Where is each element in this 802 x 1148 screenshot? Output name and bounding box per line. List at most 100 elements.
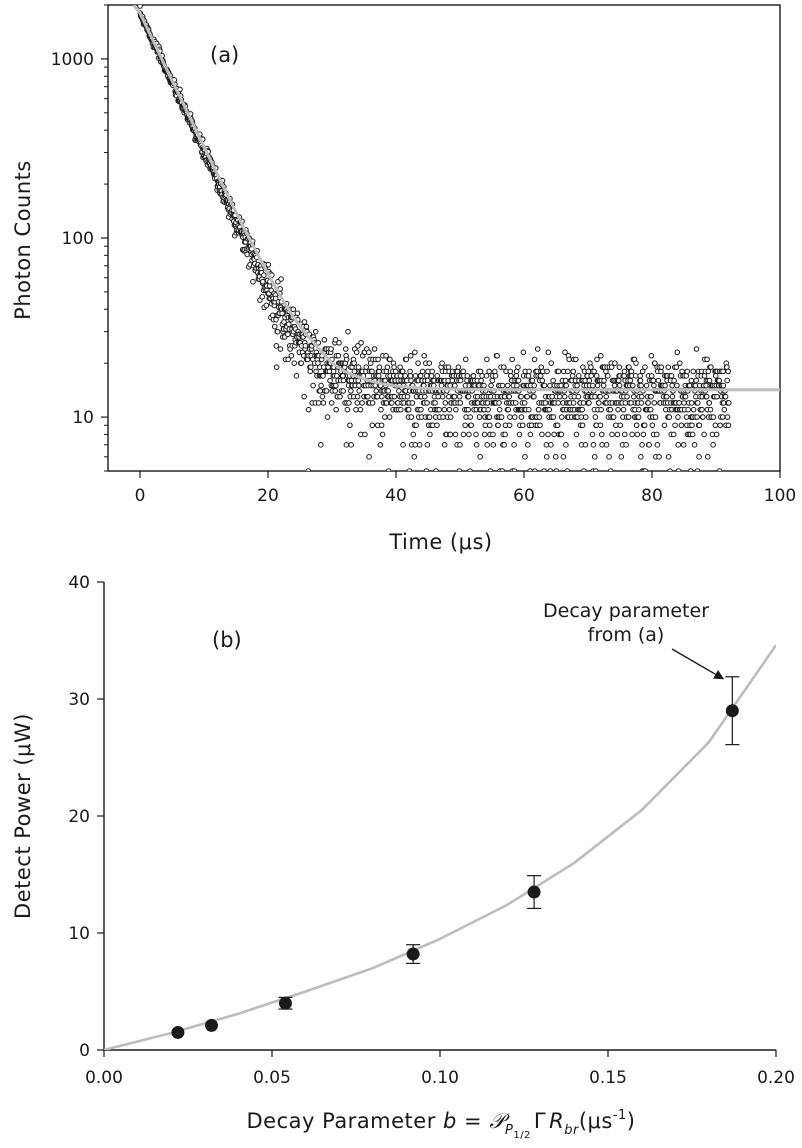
- a-data-point: [263, 302, 270, 309]
- a-data-point: [551, 431, 557, 438]
- a-data-point: [301, 393, 307, 400]
- a-data-point: [460, 431, 467, 438]
- a-data-point: [452, 382, 458, 389]
- a-data-point: [484, 356, 490, 363]
- a-data-point: [321, 337, 328, 343]
- a-data-point: [671, 377, 677, 384]
- a-data-point: [596, 400, 602, 406]
- a-data-point: [391, 393, 398, 400]
- a-data-point: [543, 442, 550, 448]
- a-data-point: [518, 414, 525, 420]
- a-data-point: [439, 360, 445, 366]
- a-data-point: [435, 393, 442, 400]
- a-data-point: [601, 377, 607, 384]
- a-data-point: [382, 414, 388, 420]
- a-data-point: [385, 468, 392, 471]
- a-data-point: [406, 406, 412, 413]
- a-data-point: [366, 349, 372, 356]
- a-data-point: [298, 360, 305, 366]
- a-data-point: [656, 454, 662, 460]
- a-data-point: [451, 393, 458, 400]
- a-data-point: [416, 442, 423, 448]
- a-data-point: [465, 393, 472, 400]
- a-data-point: [525, 442, 531, 448]
- a-x-tick-label-2: 40: [385, 486, 407, 506]
- a-data-point: [438, 382, 445, 389]
- a-data-point: [721, 406, 728, 413]
- a-data-point: [527, 431, 534, 438]
- a-data-point: [699, 406, 705, 413]
- a-data-point: [351, 360, 357, 366]
- a-data-point: [384, 364, 391, 370]
- a-data-point: [526, 368, 532, 375]
- a-data-point: [481, 382, 487, 389]
- a-data-point: [260, 278, 266, 285]
- a-data-point: [603, 442, 610, 448]
- a-data-point: [356, 382, 362, 389]
- a-data-point: [369, 368, 375, 375]
- a-data-point: [547, 468, 554, 471]
- a-data-point: [279, 310, 285, 317]
- panel-a-x-axis-label: Time (μs): [388, 530, 492, 554]
- a-y-tick-label-2: 1000: [51, 50, 94, 70]
- a-data-point: [333, 406, 339, 413]
- a-data-point: [476, 414, 483, 420]
- a-data-point: [703, 393, 710, 400]
- a-data-point: [714, 393, 720, 400]
- a-data-point: [345, 328, 351, 335]
- a-data-point: [506, 422, 513, 429]
- a-data-point: [651, 400, 658, 406]
- a-data-point: [620, 406, 627, 413]
- a-data-point: [651, 382, 657, 389]
- a-data-point: [529, 377, 536, 384]
- a-data-point: [648, 373, 655, 379]
- a-data-point: [661, 422, 668, 429]
- a-data-point: [687, 468, 694, 471]
- a-data-point: [457, 400, 464, 406]
- a-data-point: [479, 373, 485, 379]
- a-data-point: [340, 377, 347, 384]
- a-data-point: [506, 393, 513, 400]
- a-data-point: [586, 400, 592, 406]
- a-data-point: [446, 406, 453, 413]
- a-data-point: [638, 454, 644, 460]
- a-data-point: [482, 422, 489, 429]
- a-data-point: [375, 356, 381, 363]
- a-data-point: [609, 431, 615, 438]
- a-data-point: [607, 406, 614, 413]
- a-data-point: [403, 356, 410, 363]
- a-data-point: [681, 400, 687, 406]
- a-data-point: [635, 414, 642, 420]
- a-data-point: [354, 393, 361, 400]
- a-data-point: [363, 364, 370, 370]
- a-data-point: [668, 373, 675, 379]
- b-data-point-1: [205, 1018, 219, 1032]
- a-data-point: [473, 431, 479, 438]
- a-data-point: [356, 388, 363, 394]
- b-x-tick-label-4: 0.20: [757, 1068, 795, 1088]
- a-data-point: [645, 400, 651, 406]
- a-data-point: [424, 400, 430, 406]
- a-data-point: [488, 382, 494, 389]
- a-x-tick-label-1: 20: [257, 486, 279, 506]
- a-data-point: [317, 388, 323, 394]
- a-data-point: [285, 356, 291, 363]
- a-data-point: [277, 346, 284, 352]
- a-data-point: [427, 431, 433, 438]
- a-data-point: [507, 368, 514, 375]
- a-data-point: [354, 400, 361, 406]
- a-data-point: [713, 431, 720, 438]
- a-data-point: [531, 382, 538, 389]
- a-data-point: [294, 310, 301, 317]
- a-data-point: [640, 431, 647, 438]
- a-data-point: [335, 352, 342, 359]
- a-data-point: [593, 373, 600, 379]
- a-data-point: [621, 368, 628, 375]
- a-data-point: [594, 382, 601, 389]
- a-data-point: [290, 306, 297, 313]
- a-data-point: [722, 393, 729, 400]
- a-data-point: [383, 352, 389, 359]
- panel-b: 0.00 0.05 0.10 0.15 0.20 0 10 20 30 40 (b) Decay…: [11, 573, 795, 1141]
- a-data-point: [578, 414, 585, 420]
- a-data-point: [511, 442, 517, 448]
